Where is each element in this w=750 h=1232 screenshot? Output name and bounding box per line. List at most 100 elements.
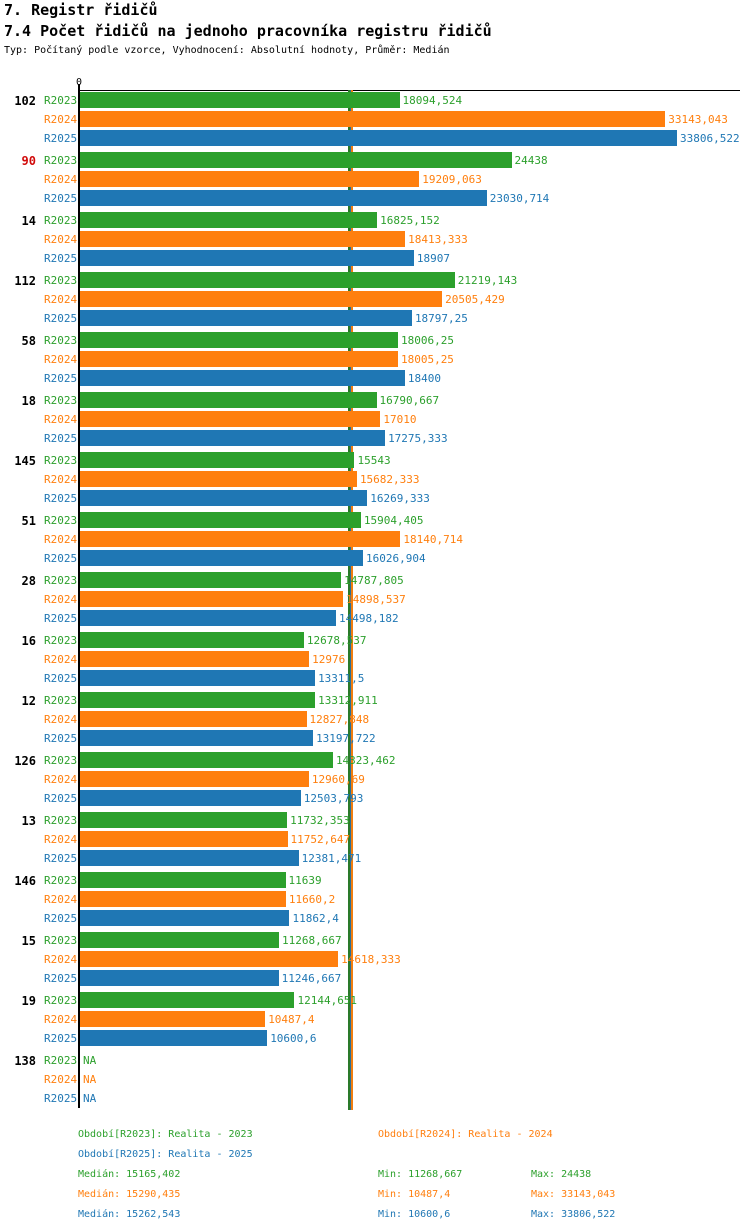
bar [80, 250, 414, 266]
legend-entry-2025: Období[R2025]: Realita - 2025 [78, 1149, 253, 1160]
bar-value-label: 20505,429 [445, 293, 505, 306]
series-row-label: R2023 [44, 394, 78, 407]
series-row-label: R2023 [44, 874, 78, 887]
group-category-label: 12 [21, 694, 36, 708]
bar-row: R2025 11246,667 [0, 970, 750, 989]
bar-row: R2023 13312,911 [0, 692, 750, 711]
bar-row: R2023 11639 [0, 872, 750, 891]
series-row-label: R2024 [44, 833, 78, 846]
bar-row: R2024 19209,063 [0, 171, 750, 190]
bar-group: 112 R2023 21219,143 R2024 20505,429 R2025 1879… [0, 272, 750, 332]
bar-group: 126 R2023 14323,462 R2024 12960,69 R2025 12503… [0, 752, 750, 812]
bar-value-label: NA [83, 1073, 97, 1086]
series-row-label: R2025 [44, 132, 78, 145]
series-row-label: R2023 [44, 934, 78, 947]
bar-value-label: 15543 [357, 454, 391, 467]
bar [80, 910, 290, 926]
bar [80, 850, 299, 866]
bar-value-label: 18005,25 [400, 353, 454, 366]
bar [80, 291, 443, 307]
series-row-label: R2025 [44, 192, 78, 205]
bar-row: R2025 17275,333 [0, 430, 750, 449]
bar-value-label: 16825,152 [380, 214, 440, 227]
bar-value-label: 33143,043 [668, 113, 728, 126]
bar [80, 231, 406, 247]
series-row-label: R2025 [44, 792, 78, 805]
series-row-label: R2024 [44, 593, 78, 606]
legend-entry-2023: Období[R2023]: Realita - 2023 [78, 1129, 253, 1140]
bar-row: R2024 15682,333 [0, 471, 750, 490]
bar-group: 13 R2023 11732,353 R2024 11752,647 R2025 12381… [0, 812, 750, 872]
bar-group: 145 R2023 15543 R2024 15682,333 R2025 16269,33… [0, 452, 750, 512]
bar-value-label: 17010 [383, 413, 417, 426]
bar-row: R2024 12976 [0, 651, 750, 670]
legend-min-stat: Min: 11268,667 [378, 1169, 463, 1180]
series-row-label: R2023 [44, 994, 78, 1007]
group-category-label: 13 [21, 814, 36, 828]
series-row-label: R2025 [44, 432, 78, 445]
series-row-label: R2023 [44, 94, 78, 107]
bar-value-label: 12976 [312, 653, 346, 666]
series-row-label: R2023 [44, 634, 78, 647]
bar-row: R2025 10600,6 [0, 1030, 750, 1049]
page-title: 7. Registr řidičů [4, 1, 158, 19]
x-axis-line [80, 90, 740, 91]
bar [80, 130, 677, 146]
bar-value-label: 12503,793 [303, 792, 364, 805]
bar-value-label: 11862,4 [292, 912, 339, 925]
series-row-label: R2024 [44, 113, 78, 126]
bar-value-label: 14787,805 [344, 574, 404, 587]
bar [80, 111, 666, 127]
group-category-label: 145 [14, 454, 36, 468]
bar-row: R2023 16825,152 [0, 212, 750, 231]
series-row-label: R2023 [44, 334, 78, 347]
x-axis-zero-tick-label: 0 [76, 77, 83, 88]
bar-value-label: 12144,651 [297, 994, 358, 1007]
bar-group: 28 R2023 14787,805 R2024 14898,537 R2025 14498… [0, 572, 750, 632]
bar-row: R2023 21219,143 [0, 272, 750, 291]
bar-value-label: 13197,722 [316, 732, 376, 745]
series-row-label: R2023 [44, 274, 78, 287]
bar-row: R2023 15904,405 [0, 512, 750, 531]
group-category-label: 14 [21, 214, 36, 228]
bar-group: 102 R2023 18094,524 R2024 33143,043 R2025 3380… [0, 92, 750, 152]
bar-row: R2023 15543 [0, 452, 750, 471]
bar [80, 632, 304, 648]
bar-row: R2025 18907 [0, 250, 750, 269]
bar-value-label: 11752,647 [290, 833, 351, 846]
bar [80, 1011, 266, 1027]
bar-row: R2023 NA [0, 1052, 750, 1071]
group-category-label: 18 [21, 394, 36, 408]
bar-row: R2024 11660,2 [0, 891, 750, 910]
series-row-label: R2025 [44, 552, 78, 565]
series-row-label: R2024 [44, 1073, 78, 1086]
bar-group: 146 R2023 11639 R2024 11660,2 R2025 11862,4 [0, 872, 750, 932]
bar-row: R2024 33143,043 [0, 111, 750, 130]
bar-row: R2025 14498,182 [0, 610, 750, 629]
bar-value-label: 14498,182 [339, 612, 399, 625]
group-category-label: 16 [21, 634, 36, 648]
bar-row: R2024 12960,69 [0, 771, 750, 790]
bar-group: 51 R2023 15904,405 R2024 18140,714 R2025 16026… [0, 512, 750, 572]
series-row-label: R2025 [44, 372, 78, 385]
bar [80, 572, 342, 588]
bar-value-label: 23030,714 [489, 192, 550, 205]
series-row-label: R2025 [44, 732, 78, 745]
series-row-label: R2025 [44, 252, 78, 265]
bar-row: R2024 12827,848 [0, 711, 750, 730]
series-row-label: R2023 [44, 214, 78, 227]
series-row-label: R2024 [44, 233, 78, 246]
bar-row: R2025 13311,5 [0, 670, 750, 689]
group-category-label: 28 [21, 574, 36, 588]
series-row-label: R2024 [44, 413, 78, 426]
group-category-label: 102 [14, 94, 36, 108]
series-row-label: R2023 [44, 514, 78, 527]
bar-row: R2024 18140,714 [0, 531, 750, 550]
bar-value-label: 33806,522 [680, 132, 740, 145]
bar-row: R2024 17010 [0, 411, 750, 430]
bar [80, 471, 357, 487]
median-reference-line-2024 [351, 90, 353, 1110]
legend-min-stat: Min: 10600,6 [378, 1209, 451, 1220]
bar [80, 891, 286, 907]
series-row-label: R2024 [44, 653, 78, 666]
